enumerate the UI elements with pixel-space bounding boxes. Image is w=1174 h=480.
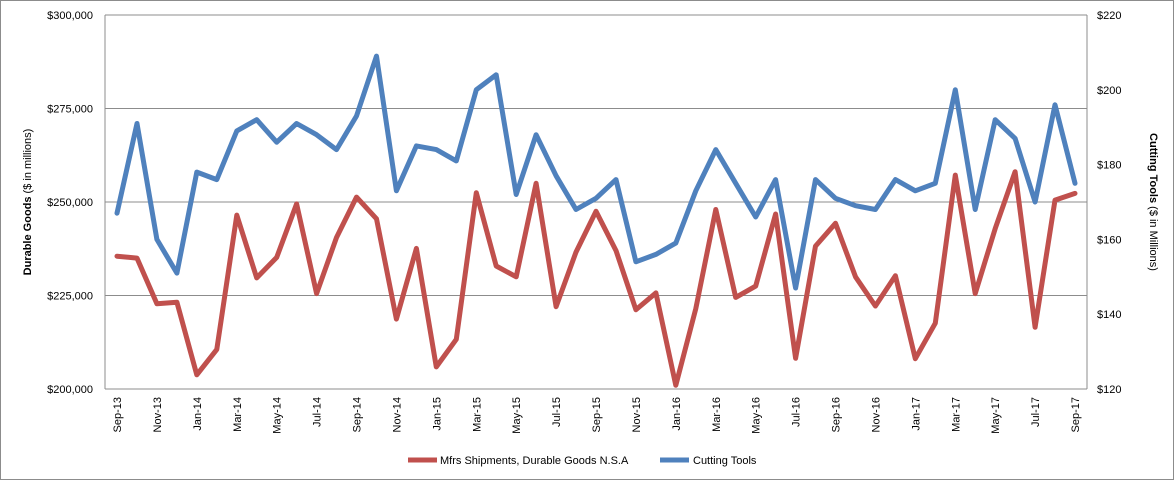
x-tick-label: Jul-17 (1030, 397, 1042, 427)
x-tick-label: Nov-14 (391, 397, 403, 432)
legend-label-cutting-tools: Cutting Tools (693, 455, 757, 467)
right-axis-title: Cutting Tools ($ in Millions) (1147, 133, 1159, 271)
x-tick-label: Jul-15 (551, 397, 563, 427)
x-tick-label: Mar-16 (711, 397, 723, 432)
legend-label-durable-goods: Mfrs Shipments, Durable Goods N.S.A (440, 455, 629, 467)
right-tick-label: $220 (1097, 10, 1121, 22)
right-tick-label: $160 (1097, 234, 1121, 246)
x-tick-label: Jul-16 (791, 397, 803, 427)
x-tick-label: Sep-13 (112, 397, 124, 432)
right-tick-label: $120 (1097, 384, 1121, 396)
left-tick-label: $275,000 (47, 104, 93, 116)
x-tick-label: Sep-15 (591, 397, 603, 432)
x-tick-label: Jan-14 (192, 397, 204, 431)
x-tick-label: Nov-16 (870, 397, 882, 432)
x-tick-label: Mar-17 (950, 397, 962, 432)
x-axis-ticks: Sep-13 Nov-13 Jan-14 Mar-14 May-14 Jul-14 Sep-… (112, 397, 1082, 434)
left-tick-label: $300,000 (47, 10, 93, 22)
left-tick-label: $225,000 (47, 291, 93, 303)
right-axis-ticks: $120 $140 $160 $180 $200 $220 (1097, 10, 1121, 396)
series-line-durable-goods (114, 169, 1078, 388)
right-tick-label: $180 (1097, 160, 1121, 172)
x-tick-label: Sep-16 (831, 397, 843, 432)
x-tick-label: Jan-17 (910, 397, 922, 431)
x-tick-label: May-16 (751, 397, 763, 434)
x-tick-label: Sep-14 (352, 397, 364, 432)
x-tick-label: Nov-15 (631, 397, 643, 432)
x-tick-label: Jan-15 (431, 397, 443, 431)
right-tick-label: $140 (1097, 309, 1121, 321)
series-line-cutting-tools (114, 53, 1078, 291)
left-tick-label: $250,000 (47, 197, 93, 209)
x-tick-label: Nov-13 (152, 397, 164, 432)
legend: Mfrs Shipments, Durable Goods N.S.A Cutt… (408, 455, 757, 467)
left-axis-title: Durable Goods ($ in millions) (22, 129, 34, 276)
left-axis-ticks: $200,000 $225,000 $250,000 $275,000 $300,000 (47, 10, 93, 396)
right-tick-label: $200 (1097, 85, 1121, 97)
x-tick-label: Jan-16 (671, 397, 683, 431)
left-tick-label: $200,000 (47, 384, 93, 396)
x-tick-label: May-15 (511, 397, 523, 434)
series-lines (114, 53, 1078, 388)
x-tick-label: May-14 (272, 397, 284, 434)
x-tick-label: Jul-14 (312, 397, 324, 427)
x-tick-label: Mar-14 (232, 397, 244, 432)
x-tick-label: Sep-17 (1070, 397, 1082, 432)
x-tick-label: Mar-15 (471, 397, 483, 432)
gridlines (104, 14, 1088, 390)
x-tick-label: May-17 (990, 397, 1002, 434)
